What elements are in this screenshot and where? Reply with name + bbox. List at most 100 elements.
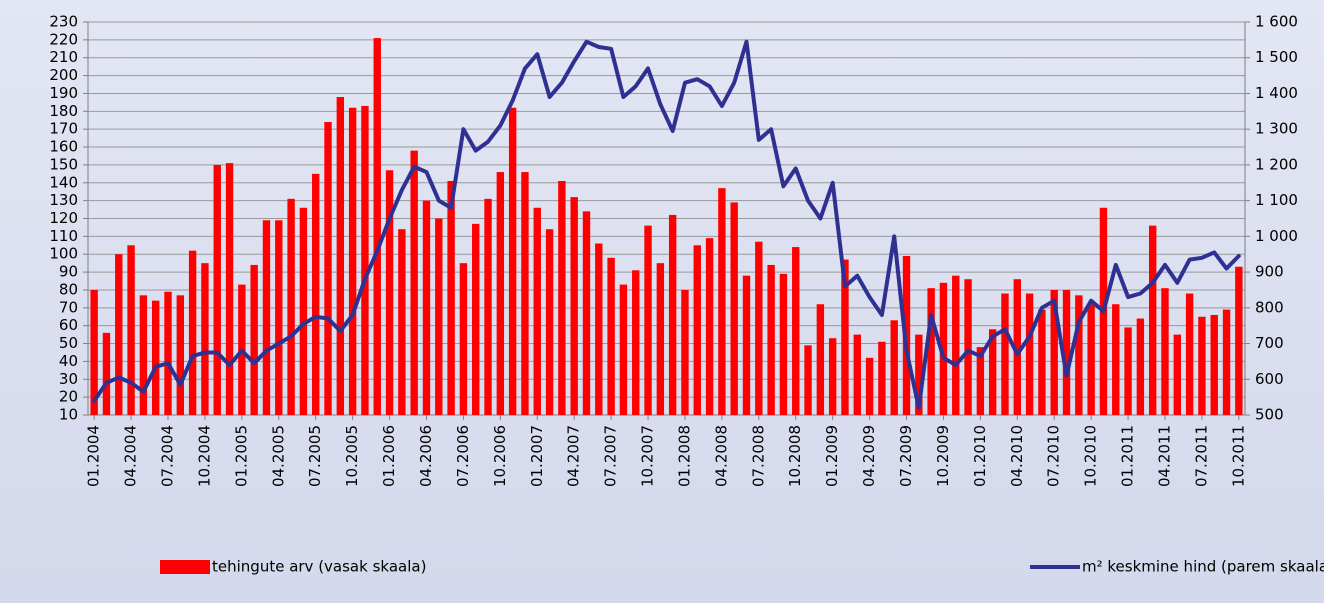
x-tick-label: 10.2007	[639, 425, 657, 487]
bar	[250, 264, 258, 415]
x-tick-label: 04.2008	[712, 425, 730, 487]
x-tick-label: 07.2005	[306, 425, 324, 487]
bar	[619, 284, 628, 415]
legend-label: m² keskmine hind (parem skaala)	[1082, 558, 1324, 576]
bar	[1222, 309, 1231, 415]
bar	[890, 320, 898, 415]
x-tick-label: 07.2006	[454, 425, 472, 487]
bar	[644, 225, 652, 415]
line	[92, 39, 1241, 410]
x-tick-label: 04.2004	[122, 425, 140, 487]
x-tick-label: 10.2004	[195, 425, 213, 487]
bar	[398, 229, 406, 415]
bar	[176, 295, 185, 415]
bar	[1001, 293, 1009, 415]
x-tick-label: 10.2011	[1229, 425, 1247, 487]
bar	[1210, 314, 1218, 415]
bar	[681, 289, 689, 415]
bar	[964, 279, 972, 415]
bar	[1062, 289, 1071, 415]
bar	[582, 211, 591, 415]
y-tick-label: 50	[59, 334, 78, 352]
y2-tick-label: 800	[1255, 298, 1284, 316]
bar	[558, 180, 566, 415]
bar	[115, 254, 123, 415]
bar	[804, 345, 812, 415]
bar	[816, 304, 825, 415]
bar	[410, 150, 418, 416]
y-tick-label: 70	[59, 298, 78, 316]
bar	[915, 334, 923, 415]
bar	[275, 220, 283, 415]
bar	[988, 329, 997, 415]
bar	[976, 347, 985, 415]
bar	[373, 38, 381, 416]
bar	[656, 263, 665, 415]
bar	[1173, 334, 1181, 415]
bar	[1075, 295, 1083, 415]
bar	[668, 214, 677, 415]
y2-tick-label: 1 400	[1255, 84, 1298, 102]
bar	[878, 341, 886, 415]
legend-label: tehingute arv (vasak skaala)	[212, 558, 426, 576]
bar	[90, 289, 98, 415]
x-tick-label: 10.2009	[934, 425, 952, 487]
y2-tick-label: 1 000	[1255, 227, 1298, 245]
y-tick-label: 230	[49, 13, 78, 31]
y-tick-label: 100	[49, 245, 78, 263]
bar	[865, 357, 874, 415]
y2-tick-label: 1 600	[1255, 13, 1298, 31]
x-tick-label: 10.2006	[491, 425, 509, 487]
bar	[693, 245, 701, 415]
bar	[139, 295, 148, 415]
y2-tick-label: 500	[1255, 406, 1284, 424]
x-tick-label: 01.2007	[528, 425, 546, 487]
y-tick-label: 140	[49, 173, 78, 191]
x-tick-label: 01.2010	[971, 425, 989, 487]
y-tick-label: 200	[49, 66, 78, 84]
y2-tick-label: 1 500	[1255, 48, 1298, 66]
bar	[287, 198, 295, 415]
x-tick-label: 04.2006	[417, 425, 435, 487]
bar	[927, 288, 935, 415]
x-tick-label: 07.2009	[897, 425, 915, 487]
bar	[1198, 316, 1206, 415]
x-tick-label: 07.2008	[749, 425, 767, 487]
bar	[1124, 327, 1132, 415]
bar	[853, 334, 861, 415]
bar	[459, 263, 468, 415]
y2-tick-label: 1 100	[1255, 191, 1298, 209]
legend-swatch	[160, 560, 210, 574]
x-tick-label: 04.2011	[1155, 425, 1173, 487]
y2-tick-label: 1 200	[1255, 155, 1298, 173]
bar	[472, 223, 480, 415]
y-tick-label: 10	[59, 406, 78, 424]
y-tick-label: 110	[49, 227, 78, 245]
bar	[570, 197, 578, 415]
bar	[828, 338, 837, 415]
bar	[939, 282, 948, 415]
bar	[755, 241, 763, 415]
x-tick-label: 01.2004	[85, 425, 103, 487]
bar	[767, 264, 775, 415]
bar	[188, 250, 197, 415]
y-tick-label: 80	[59, 280, 78, 298]
bar	[447, 180, 455, 415]
bar	[545, 229, 554, 415]
x-tick-label: 07.2004	[159, 425, 177, 487]
x-tick-label: 01.2006	[380, 425, 398, 487]
bar	[595, 243, 603, 415]
bar	[952, 275, 960, 415]
bar	[632, 270, 640, 415]
x-tick-label: 04.2005	[269, 425, 287, 487]
bar	[496, 172, 505, 415]
y-tick-label: 180	[49, 102, 78, 120]
x-tick-label: 07.2007	[602, 425, 620, 487]
bar	[742, 275, 751, 415]
y-tick-label: 160	[49, 138, 78, 156]
x-tick-label: 04.2010	[1008, 425, 1026, 487]
bar	[201, 263, 209, 415]
bar	[484, 198, 492, 415]
bar	[533, 207, 541, 415]
y-tick-label: 60	[59, 316, 78, 334]
